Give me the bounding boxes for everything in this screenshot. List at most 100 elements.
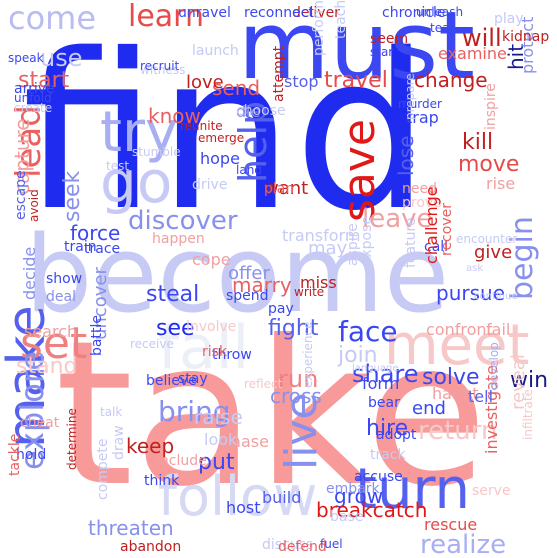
word-discover: discover <box>128 206 238 236</box>
word-continue: continue <box>474 291 518 302</box>
word-aspire: aspire <box>345 223 361 266</box>
word-receive: receive <box>130 337 174 351</box>
word-emerge: emerge <box>198 131 245 145</box>
word-turn: turn <box>355 457 470 522</box>
word-risk: risk <box>202 344 228 360</box>
word-marry: marry <box>232 273 292 297</box>
word-win: win <box>510 368 549 393</box>
word-serve: serve <box>472 483 511 499</box>
word-rise: rise <box>486 174 516 193</box>
word-need: need <box>402 181 437 197</box>
word-return: return <box>418 416 498 446</box>
word-find: find <box>22 7 431 258</box>
word-discuss: discuss <box>262 537 314 553</box>
word-show: show <box>46 271 83 287</box>
word-stay: stay <box>178 371 208 387</box>
word-unfold: unfold <box>14 91 52 105</box>
word-accuse: accuse <box>354 469 403 485</box>
word-reunite: reunite <box>180 119 223 133</box>
word-happen: happen <box>152 231 205 247</box>
word-start: start <box>18 68 70 93</box>
word-create: create <box>14 101 53 115</box>
word-leave: leave <box>362 204 433 234</box>
word-begin: begin <box>505 216 540 300</box>
word-pursue: pursue <box>436 281 505 305</box>
word-recover: recover <box>439 203 455 256</box>
word-embark: embark <box>326 481 380 497</box>
word-try: try <box>100 100 179 165</box>
word-star: star <box>370 45 394 59</box>
word-unleash: unleash <box>416 5 464 19</box>
word-throw: throw <box>212 347 252 363</box>
word-become: become <box>25 213 450 336</box>
word-steal: steal <box>146 282 200 307</box>
word-murder: murder <box>398 97 442 111</box>
word-feature: feature <box>403 217 419 268</box>
word-stand: stand <box>16 354 78 379</box>
word-defend: defend <box>278 539 327 555</box>
word-face: face <box>338 315 398 348</box>
word-want: want <box>264 178 309 199</box>
word-fall: fall <box>158 313 250 383</box>
word-write: write <box>294 285 325 299</box>
word-experience: experience <box>301 321 315 388</box>
word-stop: stop <box>284 72 319 91</box>
word-witness: witness <box>140 63 186 77</box>
word-tackle: tackle <box>7 433 23 476</box>
word-run: run <box>278 365 319 393</box>
word-pay: pay <box>268 301 294 317</box>
word-grow: grow <box>334 484 384 508</box>
word-fuel: fuel <box>320 537 343 551</box>
word-kill: kill <box>462 130 494 155</box>
word-land: land <box>236 163 262 177</box>
word-inspire: inspire <box>483 83 499 130</box>
word-cross: cross <box>270 384 322 408</box>
word-confront: confront <box>426 320 493 339</box>
word-put: put <box>198 450 235 475</box>
word-give: give <box>474 242 513 263</box>
word-think: think <box>144 473 180 489</box>
word-cope: cope <box>192 250 231 269</box>
word-take: take <box>55 298 488 531</box>
word-seem: seem <box>370 31 409 47</box>
word-talk: talk <box>100 405 123 419</box>
word-chase: chase <box>222 432 269 451</box>
word-raise: raise <box>194 405 243 429</box>
word-look: look <box>204 430 238 449</box>
word-plan: plan <box>264 181 295 197</box>
word-will: will <box>462 24 502 52</box>
word-base: base <box>330 509 364 525</box>
word-send: send <box>212 76 261 100</box>
word-launch: launch <box>192 43 239 59</box>
word-hold: hold <box>16 447 47 463</box>
word-kidnap: kidnap <box>502 29 550 45</box>
word-seek: seek <box>60 170 85 222</box>
word-teach: teach <box>333 0 349 40</box>
word-expose: expose <box>359 215 375 266</box>
word-involve: involve <box>186 319 237 335</box>
word-cheat: cheat <box>20 415 60 431</box>
word-lose: lose <box>394 135 418 176</box>
word-end: end <box>412 398 446 419</box>
word-train: train <box>64 239 97 255</box>
word-determine: determine <box>65 408 79 470</box>
word-search: search <box>24 322 78 341</box>
word-keep: keep <box>126 434 175 458</box>
word-speak: speak <box>8 51 44 65</box>
word-offer: offer <box>228 263 270 284</box>
word-trace: trace <box>84 241 121 257</box>
word-bring: bring <box>158 395 231 428</box>
word-hope: hope <box>200 149 240 168</box>
word-build: build <box>262 488 302 507</box>
word-compete: compete <box>95 438 111 500</box>
word-ask: ask <box>466 263 484 274</box>
word-move: move <box>458 152 520 177</box>
word-reflect: reflect <box>244 377 283 391</box>
word-miss: miss <box>300 273 337 292</box>
word-tell: tell <box>468 387 494 406</box>
word-track: track <box>370 447 406 463</box>
word-battle: battle <box>89 315 105 356</box>
word-draw: draw <box>111 425 127 460</box>
word-perform: perform <box>311 0 327 56</box>
word-include: include <box>156 453 207 469</box>
